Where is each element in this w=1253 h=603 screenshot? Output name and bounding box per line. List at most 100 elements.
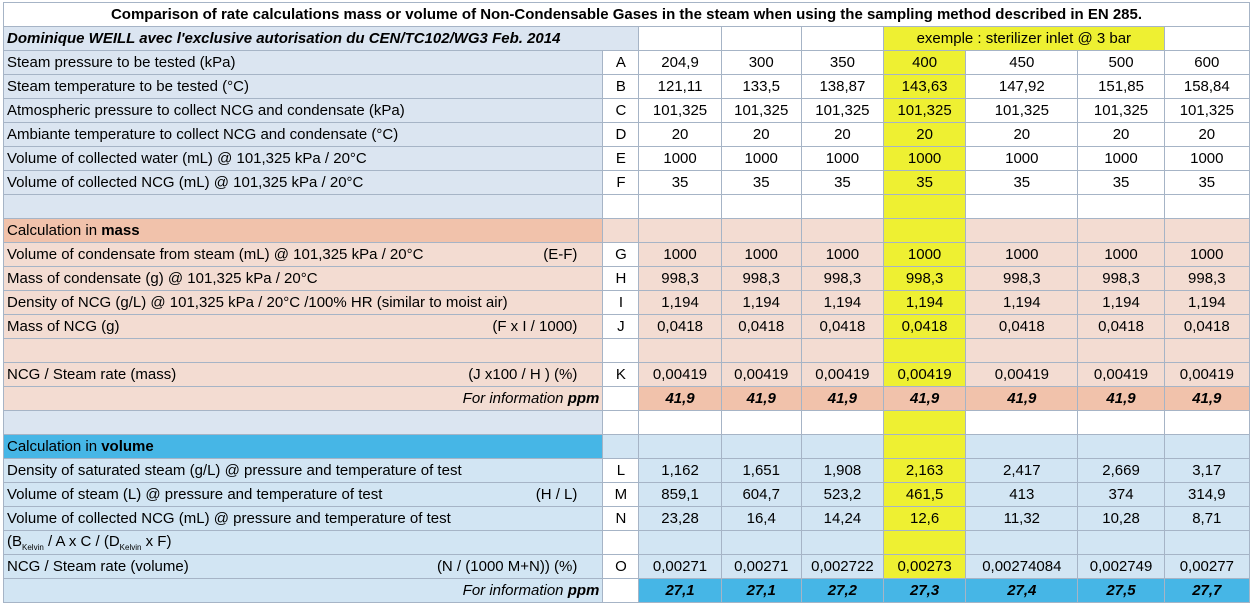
row-letter: E [602,146,640,171]
value-cell: 16,4 [720,506,802,531]
value-cell: 101,325 [882,98,967,123]
value-cell: 3,17 [1163,458,1251,483]
ppm-value: 41,9 [800,386,885,411]
table-row: Density of saturated steam (g/L) @ press… [2,458,1251,483]
value-cell: 1000 [882,146,967,171]
row-label: Volume of condensate from steam (mL) @ 1… [2,242,604,267]
value-cell: 101,325 [1077,98,1165,123]
table-row: Steam pressure to be tested (kPa) A 204,9 3… [2,50,1251,75]
value-cell: 1000 [638,146,722,171]
value-cell: 151,85 [1077,74,1165,99]
value-cell: 204,9 [638,50,722,75]
value-cell: 20 [720,122,802,147]
row-label: Density of saturated steam (g/L) @ press… [2,458,604,483]
row-letter: N [602,506,640,531]
value-cell: 604,7 [720,482,802,507]
row-label: Ambiante temperature to collect NCG and … [2,122,604,147]
value-cell: 12,6 [882,506,967,531]
row-letter: D [602,122,640,147]
value-cell: 35 [1163,170,1251,195]
table-row: Volume of collected water (mL) @ 101,325… [2,146,1251,171]
row-label: Volume of steam (L) @ pressure and tempe… [2,482,604,507]
info-label: For information ppm [2,386,604,411]
table-row: NCG / Steam rate (volume) (N / (1000 M+N)… [2,554,1251,579]
value-cell: 0,00274084 [965,554,1079,579]
value-cell: 121,11 [638,74,722,99]
value-cell: 0,00277 [1163,554,1251,579]
row-label: Volume of collected NCG (mL) @ 101,325 k… [2,170,604,195]
value-cell: 314,9 [1163,482,1251,507]
value-cell: 998,3 [720,266,802,291]
row-label-text: Volume of condensate from steam (mL) @ 1… [7,246,424,263]
value-cell: 1,194 [1077,290,1165,315]
table-row: Ambiante temperature to collect NCG and … [2,122,1251,147]
value-cell: 1000 [1163,146,1251,171]
page-title: Comparison of rate calculations mass or … [3,2,1250,27]
value-cell: 0,0418 [882,314,967,339]
row-letter: I [602,290,640,315]
value-cell: 1,194 [638,290,722,315]
value-cell: 1000 [720,146,802,171]
row-letter: M [602,482,640,507]
row-label: Steam pressure to be tested (kPa) [2,50,604,75]
row-label: Volume of collected NCG (mL) @ pressure … [2,506,604,531]
section-header: Calculation in mass [2,218,604,243]
info-ppm-row: For information ppm 27,1 27,1 27,2 27,3 27,4 2… [2,578,1251,603]
row-label: NCG / Steam rate (volume) (N / (1000 M+N)… [2,554,604,579]
value-cell: 101,325 [1163,98,1251,123]
value-cell: 500 [1077,50,1165,75]
value-cell: 1000 [1077,242,1165,267]
value-cell: 0,00419 [882,362,967,387]
row-label: Density of NCG (g/L) @ 101,325 kPa / 20°… [2,290,604,315]
value-cell: 0,00419 [1077,362,1165,387]
row-letter: A [602,50,640,75]
value-cell: 23,28 [638,506,722,531]
row-label: Mass of condensate (g) @ 101,325 kPa / 2… [2,266,604,291]
value-cell: 1,194 [965,290,1079,315]
value-cell: 1,194 [720,290,802,315]
value-cell: 35 [882,170,967,195]
row-label: NCG / Steam rate (mass) (J x100 / H ) (%) [2,362,604,387]
value-cell: 523,2 [800,482,885,507]
table-row: Volume of steam (L) @ pressure and tempe… [2,482,1251,507]
value-cell: 0,0418 [965,314,1079,339]
value-cell: 0,00419 [800,362,885,387]
value-cell: 14,24 [800,506,885,531]
row-label-text: NCG / Steam rate (volume) [7,558,189,575]
row-letter: O [602,554,640,579]
value-cell: 10,28 [1077,506,1165,531]
value-cell: 1,908 [800,458,885,483]
info-ppm-row: For information ppm 41,9 41,9 41,9 41,9 41,9 4… [2,386,1251,411]
value-cell: 300 [720,50,802,75]
ppm-value: 41,9 [638,386,722,411]
value-cell: 133,5 [720,74,802,99]
value-cell: 450 [965,50,1079,75]
value-cell: 0,00419 [720,362,802,387]
value-cell: 1000 [1077,146,1165,171]
value-cell: 0,00273 [882,554,967,579]
value-cell: 35 [800,170,885,195]
row-label-text: Mass of NCG (g) [7,318,120,335]
ppm-value: 27,5 [1077,578,1165,603]
value-cell: 1000 [800,146,885,171]
table-row: Volume of collected NCG (mL) @ 101,325 k… [2,170,1251,195]
author-note: Dominique WEILL avec l'exclusive autoris… [2,26,640,51]
value-cell: 11,32 [965,506,1079,531]
row-formula: (H / L) [535,486,578,503]
value-cell: 20 [1077,122,1165,147]
row-letter: K [602,362,640,387]
value-cell: 0,00271 [638,554,722,579]
row-label: Mass of NCG (g) (F x I / 1000) [2,314,604,339]
info-label: For information ppm [2,578,604,603]
value-cell: 147,92 [965,74,1079,99]
value-cell: 35 [965,170,1079,195]
table-row: Volume of condensate from steam (mL) @ 1… [2,242,1251,267]
row-letter: L [602,458,640,483]
value-cell: 1,194 [800,290,885,315]
ppm-value: 41,9 [965,386,1079,411]
value-cell: 461,5 [882,482,967,507]
ppm-value: 27,4 [965,578,1079,603]
value-cell: 0,0418 [1077,314,1165,339]
